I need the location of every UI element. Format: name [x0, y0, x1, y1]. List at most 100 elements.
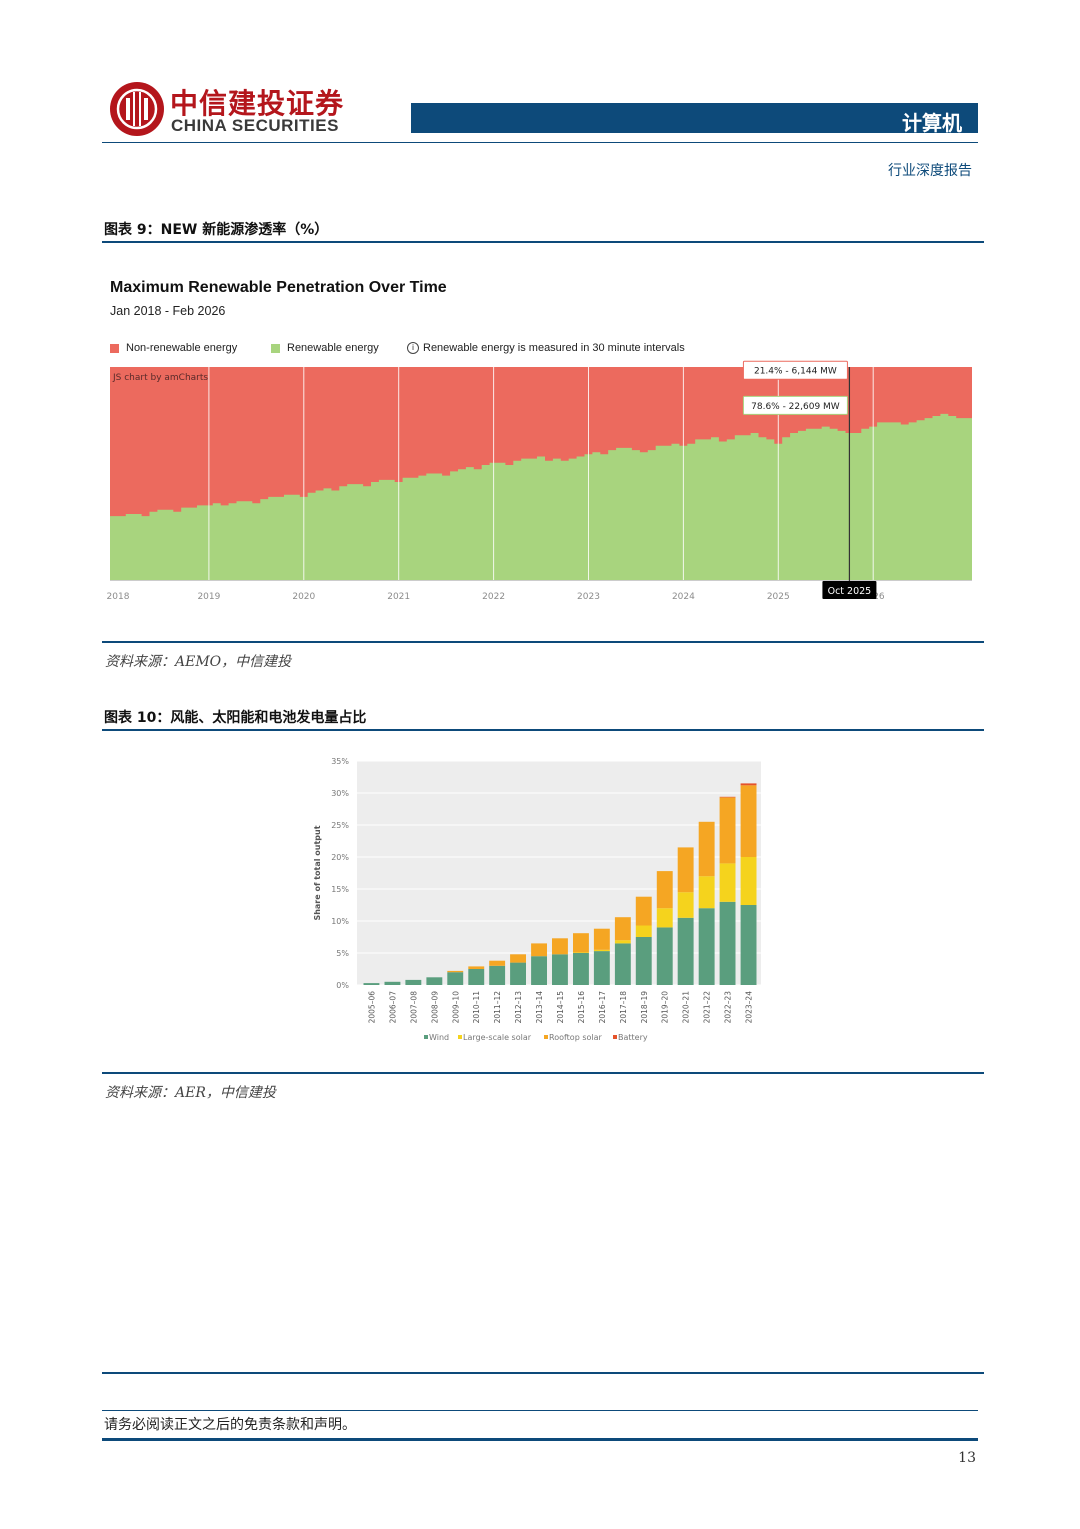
figure9-source: 资料来源：AEMO，中信建投 [105, 654, 292, 670]
legend-label: Wind [429, 1033, 449, 1042]
report-type: 行业深度报告 [888, 163, 972, 179]
x-tick-label: 2023–24 [745, 991, 754, 1024]
legend-renewable-swatch [271, 343, 280, 353]
x-axis-line [110, 580, 972, 581]
x-tick-label: 2005–06 [367, 991, 376, 1024]
bar-large-scale-solar [573, 952, 589, 953]
bar-wind [405, 979, 422, 985]
bar-rooftop-solar [531, 943, 547, 957]
figure10-caption: 图表 10：风能、太阳能和电池发电量占比 [104, 710, 367, 726]
x-tick-label: 2022–23 [724, 991, 733, 1024]
chart1-subtitle: Jan 2018 - Feb 2026 [110, 304, 226, 318]
x-tick-label: 2016–17 [598, 991, 607, 1024]
legend-swatch [544, 1035, 548, 1039]
bar-wind [614, 943, 631, 985]
bar-battery [740, 783, 757, 786]
logo-chinese-name: 中信建投证券 [170, 87, 345, 120]
bar-wind [573, 953, 589, 985]
x-tick-label: 2021–22 [703, 991, 712, 1024]
legend-swatch [424, 1035, 428, 1039]
x-tick-label: 2007–08 [409, 991, 418, 1024]
bar-rooftop-solar [740, 785, 757, 857]
x-tick-label: 2013–14 [535, 991, 544, 1024]
x-tick-label: 2015–16 [577, 991, 586, 1024]
wind-solar-battery-share-chart: 0% 5% 10% 15% 20% 25% 30% 35% Share of total out… [313, 757, 761, 1042]
x-tick-label: 2017–18 [619, 991, 628, 1024]
x-tick-label: 2010–11 [472, 991, 481, 1024]
x-tick-label: 2021 [387, 592, 410, 602]
bar-wind [740, 905, 757, 985]
figure10-bottom-rule [102, 1072, 984, 1074]
y-tick-label: 10% [331, 917, 349, 926]
tooltip-box [742, 360, 848, 380]
legend-nonrenewable[interactable]: Non-renewable energy [110, 342, 237, 354]
header-bar: 计算机 [411, 103, 978, 135]
footer-rule-mid [102, 1410, 978, 1411]
y-tick-label: 25% [331, 821, 349, 830]
bar-large-scale-solar [593, 949, 610, 952]
bar-wind [447, 972, 464, 985]
legend-swatch [458, 1035, 462, 1039]
legend-swatch [613, 1035, 617, 1039]
bar-wind [635, 937, 652, 985]
x-tick-label: 2012–13 [514, 991, 523, 1024]
bar-large-scale-solar [656, 908, 673, 928]
x-tick-label: 2022 [482, 592, 505, 602]
x-tick-label: 2024 [672, 592, 695, 602]
figure9-bottom-rule [102, 641, 984, 643]
bar-large-scale-solar [614, 940, 631, 944]
amcharts-watermark: JS chart by amCharts [112, 373, 208, 383]
figure10-top-rule [102, 729, 984, 731]
chart1-title: Maximum Renewable Penetration Over Time [110, 279, 447, 296]
bar-large-scale-solar [635, 925, 652, 937]
header-divider [102, 142, 978, 143]
chart1-note-text: Renewable energy is measured in 30 minut… [423, 342, 685, 354]
bar-wind [698, 908, 715, 985]
bar-rooftop-solar [510, 954, 526, 963]
renewable-area [110, 413, 972, 580]
bar-rooftop-solar [468, 966, 485, 969]
y-axis-label: Share of total output [313, 825, 322, 920]
bar-large-scale-solar [719, 863, 736, 902]
legend-renewable[interactable]: Renewable energy [271, 342, 379, 354]
y-tick-label: 30% [331, 789, 349, 798]
figure9-caption: 图表 9：NEW 新能源渗透率（%） [104, 222, 329, 238]
bar-wind [677, 917, 694, 985]
bar-rooftop-solar [573, 933, 589, 953]
x-tick-label: 2008–09 [430, 991, 439, 1024]
footer-rule-top [102, 1372, 984, 1374]
x-tick-label: 2019 [197, 592, 220, 602]
legend-nonrenewable-swatch [110, 343, 119, 353]
bar-wind [510, 962, 526, 985]
x-tick-label: 2020 [292, 592, 315, 602]
tooltip-box [742, 395, 848, 415]
x-tick-label: 2023 [577, 592, 600, 602]
page-number: 13 [958, 1450, 976, 1466]
section-title: 计算机 [902, 111, 962, 135]
bar-wind [531, 956, 547, 985]
bar-rooftop-solar [677, 847, 694, 893]
bar-wind [719, 901, 736, 985]
bar-rooftop-solar [656, 871, 673, 909]
bar-rooftop-solar [593, 928, 610, 950]
bar-wind [468, 969, 485, 985]
bar-large-scale-solar [698, 876, 715, 909]
legend-label: Battery [618, 1033, 648, 1042]
x-tick-label: 2011–12 [493, 991, 502, 1024]
cursor-label: Oct 2025 [828, 586, 872, 597]
x-tick-label: 2014–15 [556, 991, 565, 1024]
bar-battery [719, 796, 736, 798]
x-tick-label: 2019–20 [661, 991, 670, 1024]
bar-rooftop-solar [698, 821, 715, 877]
legend-label: Rooftop solar [549, 1033, 603, 1042]
legend-renewable-label: Renewable energy [287, 342, 379, 354]
bar-wind [426, 977, 443, 985]
bar-rooftop-solar [489, 960, 506, 966]
bar-rooftop-solar [614, 917, 631, 941]
x-tick-label: 2018 [107, 592, 130, 602]
legend-label: Large-scale solar [463, 1033, 532, 1042]
y-tick-label: 15% [331, 885, 349, 894]
logo-english-name: CHINA SECURITIES [171, 116, 339, 135]
tooltip-text: 78.6% - 22,609 MW [751, 402, 840, 412]
x-tick-label: 2020–21 [682, 991, 691, 1024]
